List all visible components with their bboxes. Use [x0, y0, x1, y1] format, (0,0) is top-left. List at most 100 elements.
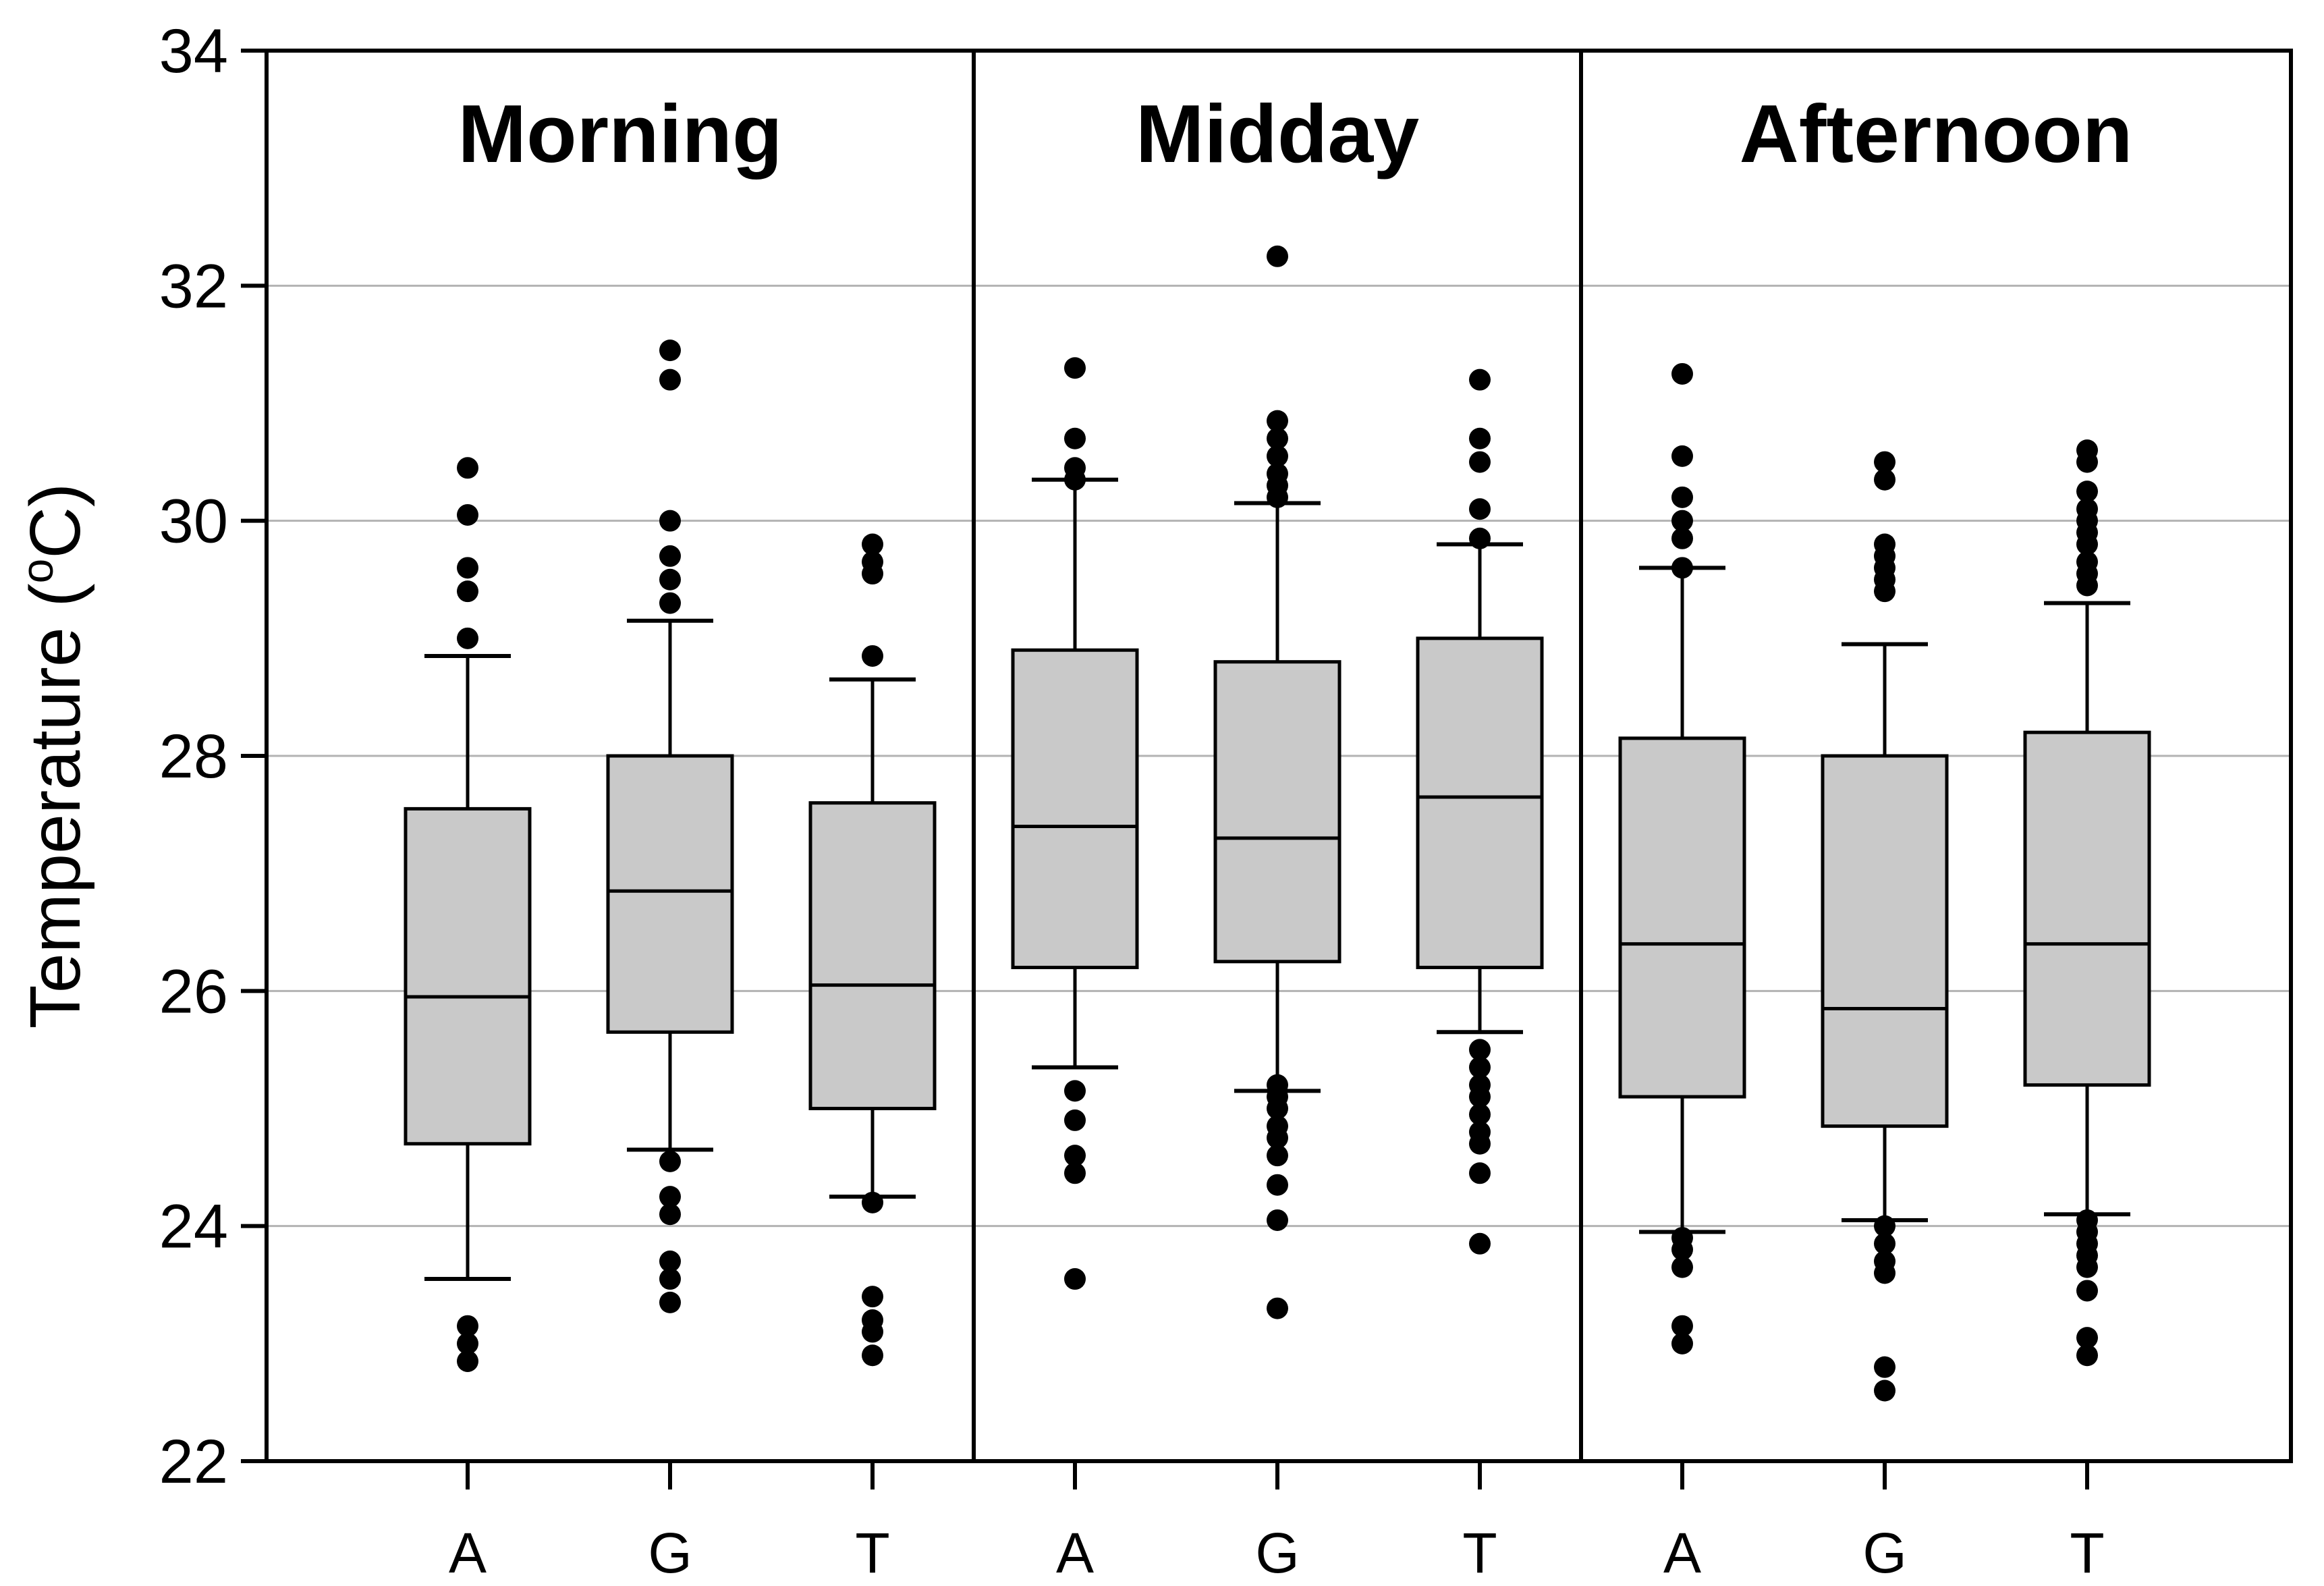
outlier-dot — [862, 1191, 883, 1213]
outlier-dot — [1267, 1097, 1288, 1120]
panel-title-morning: Morning — [458, 88, 782, 180]
y-tick-label: 30 — [159, 487, 228, 556]
y-tick-label: 26 — [159, 957, 228, 1026]
x-category-label: T — [1462, 1521, 1497, 1583]
iqr-box — [1416, 636, 1544, 969]
outlier-dot — [1469, 1056, 1491, 1078]
x-category-label: A — [449, 1521, 487, 1583]
outlier-dot — [659, 568, 681, 591]
iqr-box — [606, 754, 734, 1034]
outlier-dot — [1874, 1356, 1896, 1378]
iqr-box — [1213, 660, 1341, 964]
outlier-dot — [1469, 498, 1491, 520]
outlier-dot — [1671, 362, 1693, 385]
outlier-dot — [1469, 1086, 1491, 1108]
outlier-dot — [1267, 1297, 1288, 1319]
outlier-dot — [1469, 1039, 1491, 1061]
outlier-dot — [457, 457, 478, 479]
outlier-dot — [1469, 1232, 1491, 1255]
outlier-dot — [457, 1315, 478, 1337]
outlier-dot — [1064, 1080, 1086, 1102]
iqr-box — [404, 806, 532, 1146]
boxplot-morning-A: A — [404, 457, 532, 1585]
outlier-dot — [1064, 1268, 1086, 1290]
x-category-label: A — [1663, 1521, 1701, 1583]
outlier-dot — [2076, 1256, 2098, 1278]
outlier-dot — [1874, 451, 1896, 473]
y-tick-label: 34 — [159, 17, 228, 86]
panel-title-afternoon: Afternoon — [1740, 88, 2133, 180]
boxplot-midday-A: A — [1011, 357, 1139, 1585]
y-tick-label: 22 — [159, 1427, 228, 1496]
outlier-dot — [659, 510, 681, 532]
outlier-dot — [457, 503, 478, 526]
outlier-dot — [457, 557, 478, 579]
x-category-label: G — [648, 1521, 692, 1583]
outlier-dot — [1064, 357, 1086, 379]
outlier-dot — [1671, 445, 1693, 467]
outlier-dot — [2076, 1327, 2098, 1349]
outlier-dot — [659, 339, 681, 362]
boxplot-afternoon-A: A — [1618, 362, 1746, 1585]
outlier-dot — [659, 1268, 681, 1290]
outlier-dot — [1874, 580, 1896, 603]
outlier-dot — [1267, 427, 1288, 449]
outlier-dot — [1267, 486, 1288, 508]
outlier-dot — [862, 1344, 883, 1367]
y-tick-label: 28 — [159, 722, 228, 791]
outlier-dot — [659, 545, 681, 567]
x-category-label: T — [2070, 1521, 2104, 1583]
x-category-label: G — [1862, 1521, 1906, 1583]
outlier-dot — [1671, 486, 1693, 508]
outlier-dot — [862, 1321, 883, 1343]
outlier-dot — [2076, 481, 2098, 503]
outlier-dot — [1064, 468, 1086, 491]
outlier-dot — [659, 592, 681, 614]
boxplot-midday-T: T — [1416, 368, 1544, 1585]
outlier-dot — [457, 580, 478, 603]
outlier-dot — [1469, 1103, 1491, 1126]
outlier-dot — [1469, 368, 1491, 391]
outlier-dot — [659, 1250, 681, 1272]
outlier-dot — [862, 1286, 883, 1308]
boxplot-morning-G: G — [606, 339, 734, 1585]
outlier-dot — [659, 368, 681, 391]
outlier-dot — [862, 533, 883, 555]
boxplot-afternoon-T: T — [2023, 439, 2151, 1585]
iqr-box — [1011, 648, 1139, 969]
x-category-label: A — [1056, 1521, 1094, 1583]
outlier-dot — [659, 1203, 681, 1226]
outlier-dot — [659, 1186, 681, 1208]
y-tick-label: 24 — [159, 1193, 228, 1261]
outlier-dot — [659, 1291, 681, 1313]
outlier-dot — [1469, 1162, 1491, 1184]
outlier-dot — [2076, 451, 2098, 473]
outlier-dot — [1064, 427, 1086, 449]
outlier-dot — [1267, 410, 1288, 432]
y-axis-title: Temperature (oC) — [12, 483, 95, 1029]
outlier-dot — [1874, 468, 1896, 491]
outlier-dot — [1671, 557, 1693, 579]
boxplot-afternoon-G: G — [1821, 451, 1949, 1585]
iqr-box — [808, 801, 937, 1110]
y-axis-title-prefix: Temperature ( — [16, 583, 95, 1029]
outlier-dot — [1064, 1109, 1086, 1131]
outlier-dot — [457, 1332, 478, 1355]
outlier-dot — [1671, 1256, 1693, 1278]
outlier-dot — [2076, 533, 2098, 555]
iqr-box — [1821, 754, 1949, 1128]
outlier-dot — [862, 563, 883, 585]
outlier-dot — [1064, 1145, 1086, 1167]
outlier-dot — [1671, 510, 1693, 532]
outlier-dot — [1671, 1238, 1693, 1261]
outlier-dot — [1671, 1315, 1693, 1337]
x-category-label: T — [855, 1521, 889, 1583]
y-tick-label: 32 — [159, 252, 228, 321]
boxplot-morning-T: T — [808, 533, 937, 1585]
outlier-dot — [862, 645, 883, 667]
outlier-dot — [457, 1350, 478, 1372]
x-category-label: G — [1255, 1521, 1299, 1583]
outlier-dot — [1267, 1209, 1288, 1231]
